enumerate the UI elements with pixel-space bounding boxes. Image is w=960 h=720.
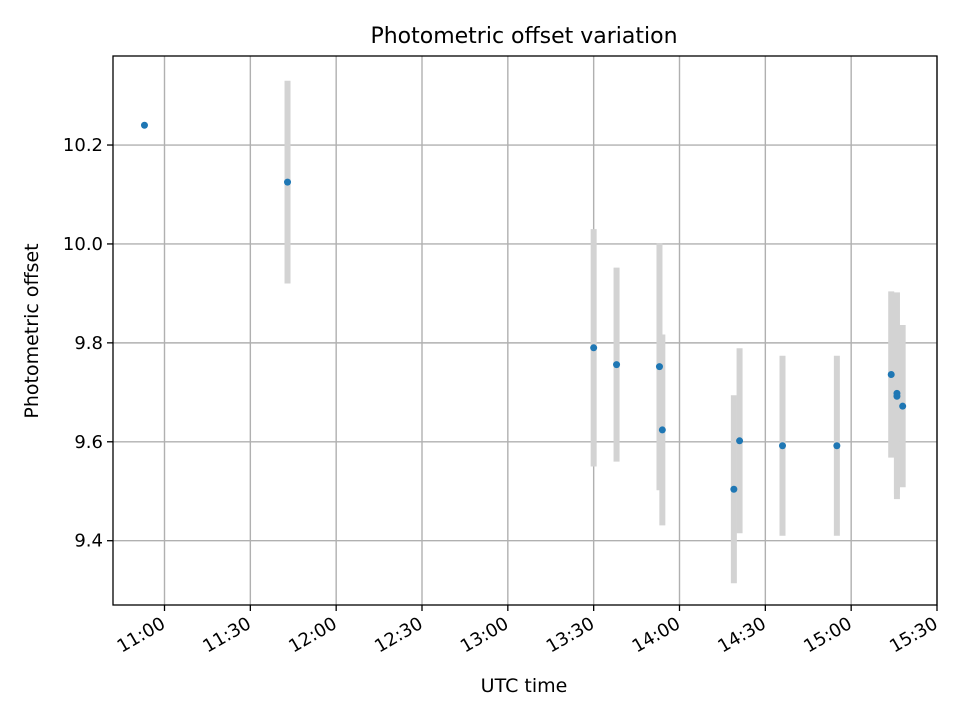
x-tick-label: 15:30 bbox=[886, 613, 941, 657]
data-point bbox=[736, 437, 744, 445]
y-axis-ticks: 9.4 9.6 9.8 10.0 10.2 bbox=[63, 135, 113, 552]
data-point bbox=[655, 363, 663, 371]
data-point bbox=[893, 392, 901, 400]
x-axis-ticks: 11:00 11:30 12:00 12:30 13:00 13:30 14:00 14:30… bbox=[114, 605, 942, 657]
y-tick-label: 9.6 bbox=[74, 432, 103, 453]
x-tick-label: 11:30 bbox=[199, 613, 254, 657]
grid-lines bbox=[113, 56, 938, 605]
data-point bbox=[833, 442, 841, 450]
y-axis-label: Photometric offset bbox=[21, 243, 43, 418]
data-point bbox=[284, 178, 292, 186]
plot-frame bbox=[112, 55, 938, 606]
data-point bbox=[658, 426, 666, 434]
x-tick-label: 15:00 bbox=[800, 613, 855, 657]
data-point bbox=[730, 485, 738, 493]
data-point bbox=[140, 121, 148, 129]
y-tick-label: 10.0 bbox=[63, 234, 103, 255]
data-point bbox=[590, 344, 598, 352]
x-tick-label: 13:30 bbox=[543, 613, 598, 657]
data-point bbox=[613, 361, 621, 369]
data-point bbox=[899, 402, 907, 410]
x-axis-label: UTC time bbox=[481, 675, 568, 697]
x-tick-label: 13:00 bbox=[457, 613, 512, 657]
data-point bbox=[779, 442, 786, 450]
x-tick-label: 14:00 bbox=[629, 613, 684, 657]
data-points bbox=[140, 121, 907, 493]
data-point bbox=[887, 371, 895, 379]
error-bars bbox=[284, 80, 906, 584]
y-tick-label: 9.8 bbox=[74, 333, 103, 354]
y-tick-label: 10.2 bbox=[63, 135, 103, 156]
x-tick-label: 12:30 bbox=[371, 613, 426, 657]
x-tick-label: 14:30 bbox=[714, 613, 769, 657]
y-tick-label: 9.4 bbox=[74, 531, 103, 552]
x-tick-label: 11:00 bbox=[114, 613, 169, 657]
x-tick-label: 12:00 bbox=[285, 613, 340, 657]
chart-title: Photometric offset variation bbox=[370, 24, 677, 49]
